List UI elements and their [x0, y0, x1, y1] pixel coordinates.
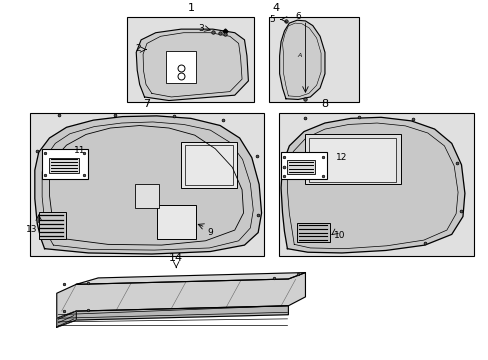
Text: 3: 3: [198, 24, 204, 33]
Polygon shape: [57, 306, 288, 327]
Bar: [39, 212, 65, 239]
Bar: [181, 141, 237, 188]
Polygon shape: [57, 311, 76, 327]
Text: 6: 6: [295, 12, 301, 21]
Bar: [135, 184, 159, 208]
Bar: [278, 113, 473, 256]
Polygon shape: [281, 117, 464, 253]
Text: 7: 7: [143, 99, 150, 109]
Bar: [297, 222, 330, 242]
Bar: [184, 145, 232, 185]
Polygon shape: [136, 29, 248, 100]
Polygon shape: [76, 273, 305, 284]
Bar: [127, 17, 254, 102]
Text: 4: 4: [272, 3, 279, 13]
Polygon shape: [279, 20, 325, 99]
Text: A: A: [296, 53, 301, 58]
Text: 1: 1: [187, 3, 194, 13]
Text: 14: 14: [169, 253, 183, 263]
Polygon shape: [35, 116, 261, 254]
Bar: [286, 160, 315, 174]
Text: 12: 12: [335, 153, 346, 162]
Polygon shape: [57, 273, 305, 318]
Text: 8: 8: [321, 99, 328, 109]
Text: 11: 11: [74, 146, 85, 155]
Bar: [281, 152, 327, 179]
Bar: [268, 17, 358, 102]
Text: 2: 2: [135, 44, 141, 53]
Text: 10: 10: [333, 231, 345, 240]
Bar: [309, 138, 395, 181]
Bar: [49, 158, 79, 173]
Bar: [30, 113, 264, 256]
Text: 5: 5: [269, 15, 275, 24]
Text: 9: 9: [206, 228, 212, 237]
Bar: [305, 134, 400, 184]
Bar: [166, 50, 195, 83]
Bar: [157, 205, 195, 239]
Text: 13: 13: [26, 225, 37, 234]
Bar: [42, 149, 88, 179]
